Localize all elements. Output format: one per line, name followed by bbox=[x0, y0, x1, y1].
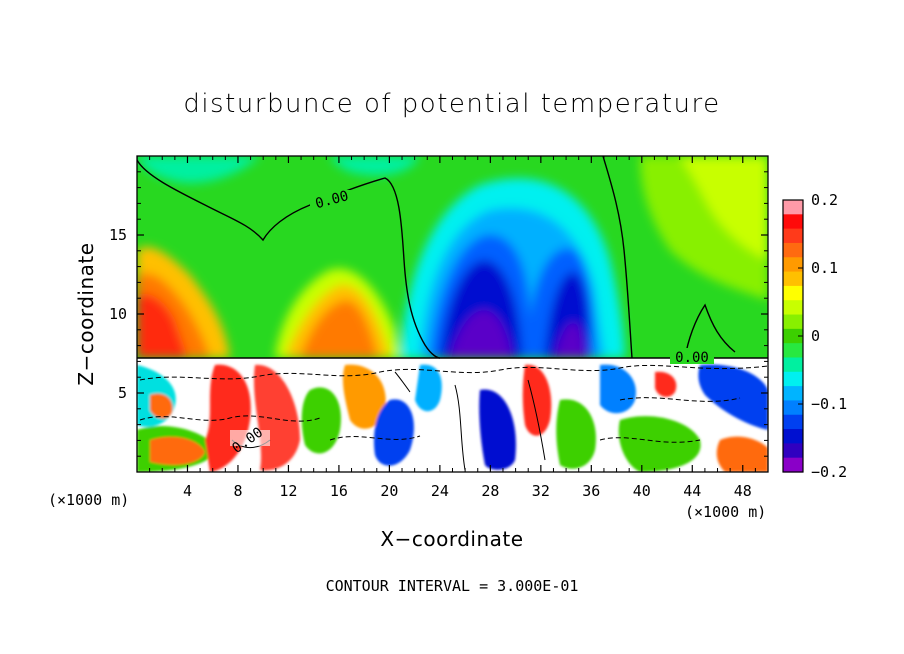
x-tick-label: 48 bbox=[734, 482, 752, 500]
contour-label-group: 0.00 bbox=[670, 348, 714, 366]
colorbar-swatch bbox=[783, 414, 803, 430]
colorbar-swatch bbox=[783, 271, 803, 287]
y-tick-label: 15 bbox=[109, 226, 127, 244]
x-tick-label: 32 bbox=[532, 482, 550, 500]
x-axis-title: X−coordinate bbox=[380, 527, 523, 551]
colorbar-swatch bbox=[783, 228, 803, 244]
colorbar-tick-label: 0.2 bbox=[811, 191, 838, 209]
colorbar: 0.2 0.1 0 −0.1 −0.2 bbox=[782, 191, 847, 481]
colorbar-swatch bbox=[783, 328, 803, 344]
contour-label-group: 0.00 bbox=[310, 188, 356, 212]
x-unit-label-left: (×1000 m) bbox=[48, 491, 129, 509]
x-axis: 4 8 12 16 20 24 28 32 36 40 44 48 bbox=[149, 156, 756, 500]
colorbar-swatch bbox=[783, 300, 803, 316]
boundary-layer bbox=[137, 358, 768, 472]
colorbar-swatch bbox=[783, 285, 803, 301]
colorbar-swatch bbox=[783, 400, 803, 416]
y-tick-label: 10 bbox=[109, 305, 127, 323]
colorbar-swatch bbox=[783, 357, 803, 373]
x-tick-label: 16 bbox=[330, 482, 348, 500]
colorbar-tick-label: −0.1 bbox=[811, 395, 847, 413]
colorbar-tick-label: 0.1 bbox=[811, 259, 838, 277]
x-tick-label: 44 bbox=[683, 482, 701, 500]
colorbar-swatch bbox=[783, 343, 803, 359]
x-tick-label: 40 bbox=[633, 482, 651, 500]
contour-labels: 0.00 0.00 0.00 bbox=[229, 188, 714, 457]
y-axis-title: Z−coordinate bbox=[74, 242, 98, 385]
heatmap-field bbox=[137, 156, 768, 472]
colorbar-swatch bbox=[783, 443, 803, 459]
y-tick-label: 5 bbox=[118, 384, 127, 402]
colorbar-swatch bbox=[783, 386, 803, 402]
colorbar-tick-label: −0.2 bbox=[811, 463, 847, 481]
colorbar-swatch bbox=[783, 314, 803, 330]
contour-label: 0.00 bbox=[675, 350, 709, 366]
x-tick-label: 36 bbox=[582, 482, 600, 500]
colorbar-swatch bbox=[783, 242, 803, 258]
contour-interval-text: CONTOUR INTERVAL = 3.000E-01 bbox=[326, 577, 579, 595]
x-tick-label: 24 bbox=[431, 482, 449, 500]
colorbar-swatch bbox=[783, 214, 803, 230]
colorbar-swatch bbox=[783, 429, 803, 444]
x-unit-label-right: (×1000 m) bbox=[685, 503, 766, 521]
x-tick-label: 12 bbox=[279, 482, 297, 500]
chart-title: disturbunce of potential temperature bbox=[183, 89, 720, 119]
colorbar-swatch bbox=[783, 257, 803, 273]
y-axis: 5 10 15 bbox=[109, 171, 768, 457]
colorbar-tick-label: 0 bbox=[811, 327, 820, 345]
x-tick-label: 8 bbox=[233, 482, 242, 500]
colorbar-swatch bbox=[783, 457, 803, 473]
colorbar-swatch bbox=[783, 200, 803, 215]
x-tick-label: 4 bbox=[183, 482, 192, 500]
colorbar-swatch bbox=[783, 371, 803, 387]
x-tick-label: 20 bbox=[380, 482, 398, 500]
x-tick-label: 28 bbox=[481, 482, 499, 500]
